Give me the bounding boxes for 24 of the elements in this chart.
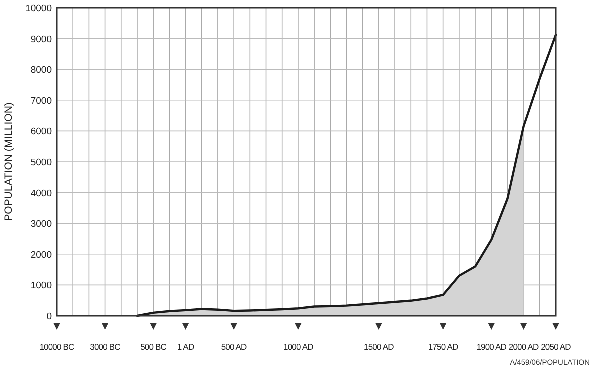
y-tick-label: 3000 <box>30 219 52 230</box>
y-tick-label: 10000 <box>26 4 52 14</box>
y-tick-label: 5000 <box>30 158 52 168</box>
x-tick-label: 1000 AD <box>284 342 314 352</box>
x-tick-label: 2050 AD <box>541 342 572 352</box>
x-tick-label: 2000 AD <box>508 342 539 352</box>
y-tick-label: 7000 <box>30 96 52 107</box>
y-tick-label: 6000 <box>30 126 52 138</box>
x-tick-label: 500 BC <box>140 342 167 352</box>
x-tick-label: 1900 AD <box>476 342 507 352</box>
y-axis-title: POPULATION (MILLION) <box>3 102 15 222</box>
x-tick-label: 3000 BC <box>90 342 121 352</box>
y-tick-label: 9000 <box>30 34 52 46</box>
x-tick-label: 10000 BC <box>40 342 75 352</box>
y-tick-label: 4000 <box>30 188 52 200</box>
x-tick-label: 1500 AD <box>364 342 394 352</box>
x-tick-label: 1750 AD <box>428 342 458 352</box>
line-series <box>136 34 558 318</box>
y-tick-label: 1000 <box>30 280 52 292</box>
y-tick-label: 2000 <box>30 250 52 261</box>
x-tick-label: 1 AD <box>177 342 194 352</box>
y-tick-label: 0 <box>46 312 52 322</box>
y-tick-label: 8000 <box>30 65 52 76</box>
x-tick-label: 500 AD <box>221 342 248 352</box>
